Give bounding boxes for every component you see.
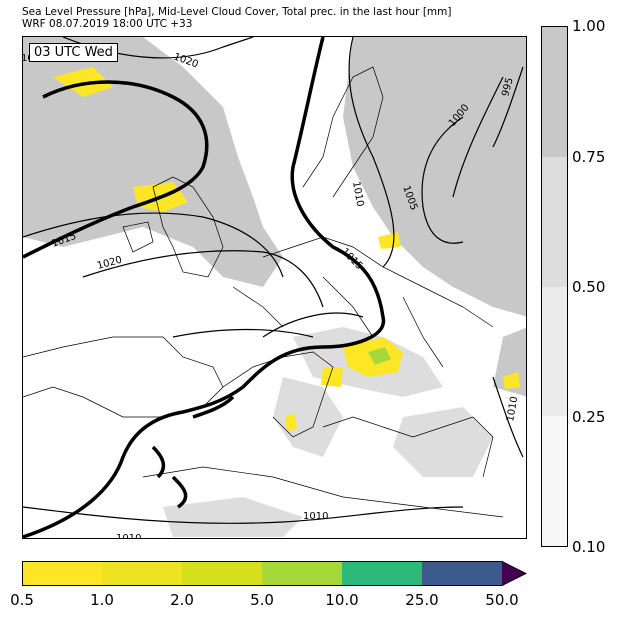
cloud-segment	[542, 156, 567, 287]
weather-map: 1020 1015 1020 1010 1005 1000 995 1015 1…	[22, 36, 527, 539]
cloud-segment	[542, 416, 567, 546]
forecast-time-label: 03 UTC Wed	[29, 43, 118, 62]
model-run-subtitle: WRF 08.07.2019 18:00 UTC +33	[22, 18, 193, 30]
precip-color-segment	[262, 561, 342, 586]
cloud-cover-colorbar	[541, 26, 568, 547]
isobar-label: 1010	[116, 533, 141, 539]
precip-color-segment	[342, 561, 422, 586]
map-canvas: 1020 1015 1020 1010 1005 1000 995 1015 1…	[23, 37, 526, 539]
precip-tick: 5.0	[250, 591, 274, 609]
isobar-label-partial: 10	[23, 53, 34, 64]
precip-color-segment	[22, 561, 102, 586]
precip-tick: 2.0	[170, 591, 194, 609]
cloud-cover-light	[163, 327, 493, 537]
isobar-label: 1010	[350, 181, 365, 208]
isobars	[23, 37, 524, 524]
precip-tick: 25.0	[405, 591, 439, 609]
isobar-label: 1010	[303, 511, 328, 522]
isobar-1015-bold	[23, 37, 386, 538]
isobar-label: 1010	[505, 396, 520, 423]
cloud-tick: 0.10	[572, 538, 606, 556]
precip-color-segment	[502, 561, 526, 586]
precip-tick: 0.5	[10, 591, 34, 609]
map-title: Sea Level Pressure [hPa], Mid-Level Clou…	[22, 6, 452, 18]
precipitation-colorbar	[22, 561, 527, 586]
precip-color-segment	[102, 561, 182, 586]
isobar-label: 995	[500, 76, 516, 97]
cloud-tick: 0.50	[572, 278, 606, 296]
precipitation-heavy	[368, 347, 391, 365]
cloud-tick: 1.00	[572, 17, 606, 35]
coastlines	[23, 66, 504, 518]
cloud-tick: 0.75	[572, 148, 606, 166]
precip-tick: 1.0	[90, 591, 114, 609]
precipitation-areas	[53, 67, 520, 431]
cloud-tick: 0.25	[572, 408, 606, 426]
precip-color-segment	[182, 561, 262, 586]
precip-tick: 50.0	[485, 591, 519, 609]
cloud-segment	[542, 286, 567, 417]
cloud-segment	[542, 27, 567, 157]
precip-color-segment	[422, 561, 502, 586]
precip-tick: 10.0	[325, 591, 359, 609]
